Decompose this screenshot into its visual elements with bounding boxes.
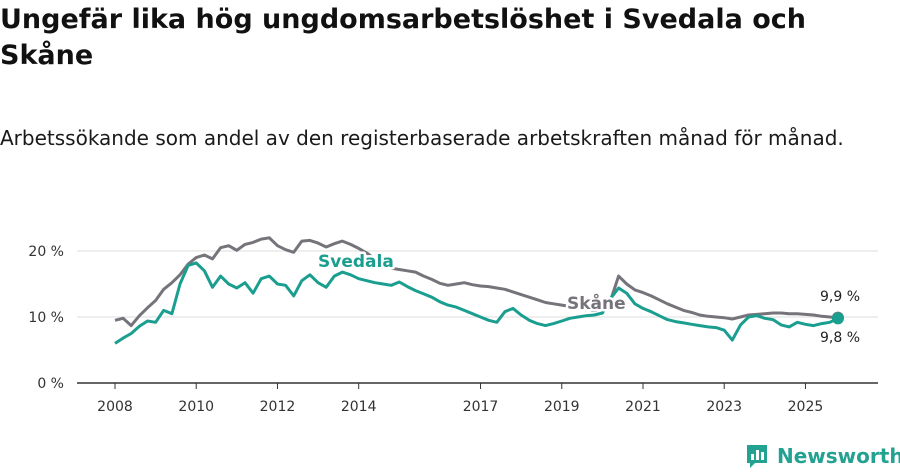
svedala-end-point bbox=[831, 312, 844, 325]
brand-name: Newsworthy bbox=[777, 444, 900, 468]
x-tick-label: 2019 bbox=[544, 399, 580, 415]
series-line-skane bbox=[114, 236, 839, 328]
svedala-end-value-label-text: 9,8 % bbox=[820, 330, 860, 346]
y-tick-label: 20 % bbox=[28, 244, 64, 260]
svedala-series-label-halo: Svedala bbox=[318, 252, 394, 272]
skane-end-value-label-text: 9,9 % bbox=[820, 289, 860, 305]
chart-subtitle: Arbetssökande som andel av den registerb… bbox=[0, 126, 844, 150]
skane-series-label-halo: Skåne bbox=[567, 292, 626, 314]
series-lines bbox=[114, 236, 844, 345]
svedala-series-label-text: Svedala bbox=[318, 252, 394, 272]
series-line-svedala bbox=[114, 261, 839, 345]
skane-end-value-label-halo: 9,9 % bbox=[820, 289, 860, 305]
x-tick-label: 2010 bbox=[178, 399, 214, 415]
x-axis-ticks: 2008 2010 2012 2014 2017 2019 2021 2023 2025 bbox=[97, 383, 823, 415]
chart-title: Ungefär lika hög ungdomsarbetslöshet i S… bbox=[0, 4, 806, 71]
y-axis-ticks: 0 % 10 % 20 % bbox=[28, 244, 64, 392]
newsworthy-logo-icon bbox=[747, 445, 767, 468]
x-tick-label: 2025 bbox=[788, 399, 824, 415]
x-tick-label: 2012 bbox=[260, 399, 296, 415]
x-tick-label: 2023 bbox=[706, 399, 742, 415]
x-tick-label: 2017 bbox=[463, 399, 499, 415]
y-tick-label: 10 % bbox=[28, 310, 64, 326]
brand-logo: Newsworthy bbox=[745, 443, 900, 469]
svedala-end-value-label: 9,8 %9,8 % bbox=[818, 328, 863, 349]
svedala-end-value-label-halo: 9,8 % bbox=[820, 330, 860, 346]
x-tick-label: 2021 bbox=[625, 399, 661, 415]
y-tick-label: 0 % bbox=[37, 376, 64, 392]
skane-end-value-label: 9,9 %9,9 % bbox=[818, 287, 863, 308]
x-tick-label: 2008 bbox=[97, 399, 133, 415]
x-tick-label: 2014 bbox=[341, 399, 377, 415]
skane-series-label-text: Skåne bbox=[567, 292, 626, 314]
